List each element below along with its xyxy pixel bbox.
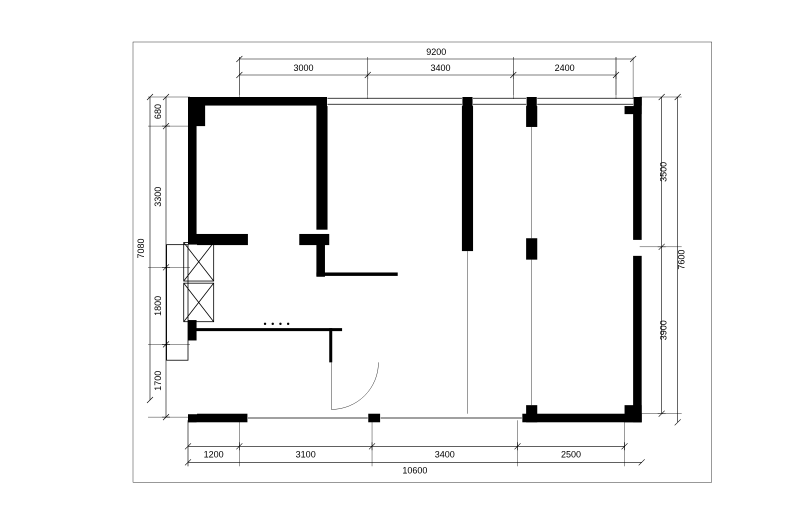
walls	[167, 97, 643, 423]
floorplan-svg: 9200 3000 3400 2400 1200 3100 3400 2500 10600 708…	[0, 0, 800, 513]
svg-text:3900: 3900	[659, 320, 669, 340]
svg-text:3400: 3400	[431, 63, 451, 73]
floorplan-stage: { "canvas": { "width": 800, "height": 51…	[0, 0, 800, 513]
svg-text:3100: 3100	[296, 449, 316, 459]
svg-text:7600: 7600	[677, 250, 687, 270]
svg-text:3500: 3500	[659, 162, 669, 182]
svg-text:9200: 9200	[426, 47, 446, 57]
svg-text:10600: 10600	[402, 465, 427, 475]
svg-text:1700: 1700	[153, 371, 163, 391]
svg-text:3000: 3000	[294, 63, 314, 73]
svg-text:3400: 3400	[435, 449, 455, 459]
svg-text:2500: 2500	[561, 449, 581, 459]
svg-text:680: 680	[153, 104, 163, 119]
svg-text:1200: 1200	[204, 449, 224, 459]
svg-text:3300: 3300	[153, 187, 163, 207]
svg-text:1800: 1800	[153, 296, 163, 316]
svg-text:2400: 2400	[555, 63, 575, 73]
svg-text:7080: 7080	[136, 238, 146, 258]
